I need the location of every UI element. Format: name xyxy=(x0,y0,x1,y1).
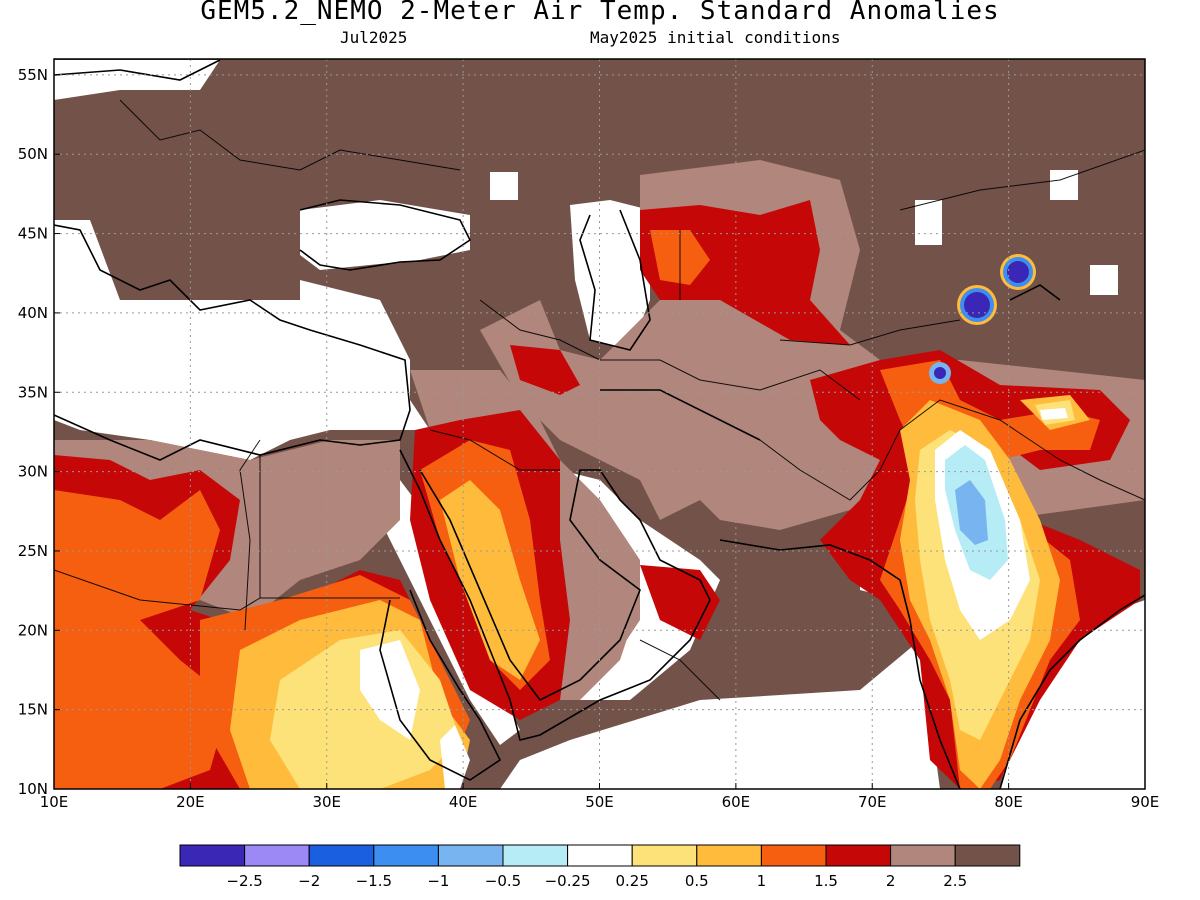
legend-label: 0.25 xyxy=(615,872,648,890)
longitude-axis: 10E 20E 30E 40E 50E 60E 70E 80E 90E xyxy=(40,783,1160,811)
legend-swatch xyxy=(437,844,504,867)
legend-swatch xyxy=(308,844,375,867)
legend-label: −2 xyxy=(298,872,320,890)
legend-swatch xyxy=(760,844,827,867)
lon-tick-label: 50E xyxy=(585,793,614,811)
anomaly-field xyxy=(54,59,1145,789)
lat-tick-label: 25N xyxy=(18,542,48,560)
legend-swatch xyxy=(954,844,1021,867)
legend-label: 2 xyxy=(886,872,896,890)
legend-swatch xyxy=(502,844,569,867)
anomaly-band-neg-0p5-1 xyxy=(955,480,988,545)
legend-label: 1.5 xyxy=(814,872,838,890)
legend-label: −1 xyxy=(427,872,449,890)
legend-swatch xyxy=(244,844,310,867)
forecast-month: Jul2025 xyxy=(340,28,408,47)
lon-tick-label: 40E xyxy=(449,793,478,811)
legend-labels: −2.5 −2 −1.5 −1 −0.5 −0.25 0.25 0.5 1 1.5 2 2.5 xyxy=(226,872,967,890)
legend-label: 0.5 xyxy=(685,872,709,890)
lat-tick-label: 10N xyxy=(18,780,48,798)
lon-tick-label: 10E xyxy=(40,793,69,811)
grid-lines xyxy=(54,59,1145,789)
lon-tick-label: 80E xyxy=(994,793,1023,811)
lon-tick-label: 30E xyxy=(312,793,341,811)
legend-swatch xyxy=(825,844,892,867)
lat-tick-label: 30N xyxy=(18,463,48,481)
legend-swatch xyxy=(373,844,439,867)
latitude-axis: 10N 15N 20N 25N 30N 35N 40N 45N 50N 55N xyxy=(18,66,60,798)
lat-tick-label: 20N xyxy=(18,621,48,639)
legend-label: 2.5 xyxy=(943,872,967,890)
lon-tick-label: 60E xyxy=(722,793,751,811)
legend-label: −0.25 xyxy=(545,872,591,890)
coastlines xyxy=(54,59,1145,789)
legend-label: −2.5 xyxy=(226,872,262,890)
legend-swatch xyxy=(567,844,633,867)
legend-label: −1.5 xyxy=(356,872,392,890)
chart-title: GEM5.2_NEMO 2-Meter Air Temp. Standard A… xyxy=(200,0,1000,26)
country-borders xyxy=(54,99,1145,701)
legend-label: 1 xyxy=(757,872,767,890)
lon-tick-label: 70E xyxy=(858,793,887,811)
legend-label: −0.5 xyxy=(485,872,521,890)
lat-tick-label: 40N xyxy=(18,304,48,322)
lat-tick-label: 15N xyxy=(18,701,48,719)
lat-tick-label: 50N xyxy=(18,145,48,163)
legend-swatch xyxy=(179,844,246,867)
lat-tick-label: 35N xyxy=(18,383,48,401)
lon-tick-label: 90E xyxy=(1131,793,1160,811)
lat-tick-label: 45N xyxy=(18,225,48,243)
legend-swatch xyxy=(631,844,698,867)
legend-colorbar xyxy=(179,844,1021,867)
lon-tick-label: 20E xyxy=(176,793,205,811)
legend-swatch xyxy=(890,844,956,867)
lat-tick-label: 55N xyxy=(18,66,48,84)
legend-swatch xyxy=(696,844,762,867)
initial-conditions: May2025 initial conditions xyxy=(590,28,841,47)
